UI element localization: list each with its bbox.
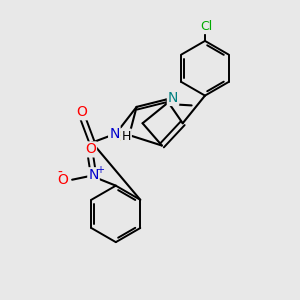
Text: -: - [57,166,62,180]
Text: N: N [88,168,99,182]
Text: N: N [168,91,178,105]
Text: S: S [118,130,126,144]
Text: N: N [109,127,119,141]
Text: O: O [85,142,96,156]
Text: O: O [57,173,68,187]
Text: +: + [96,165,104,175]
Text: H: H [122,130,131,142]
Text: Cl: Cl [200,20,213,33]
Text: O: O [76,105,87,119]
